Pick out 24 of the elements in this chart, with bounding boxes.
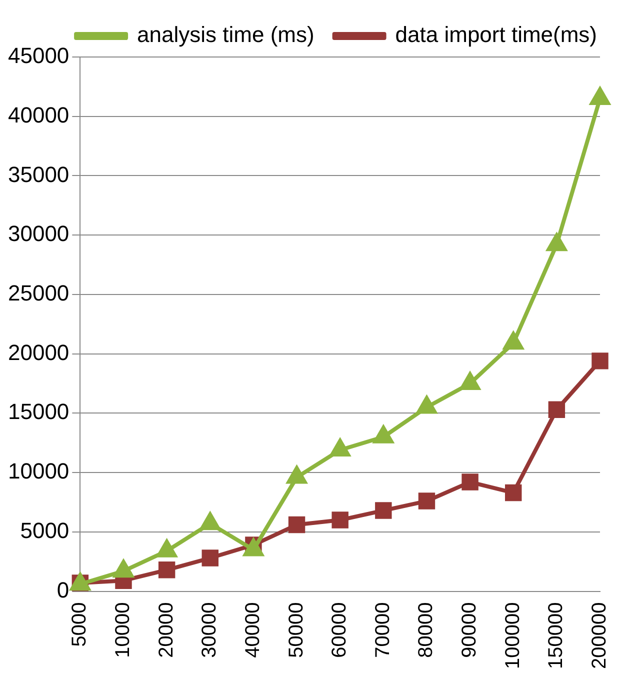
x-tick-label: 70000 xyxy=(372,602,394,658)
y-tick-label: 15000 xyxy=(8,399,70,424)
x-tick-label: 50000 xyxy=(285,602,308,658)
y-tick-label: 20000 xyxy=(8,340,70,365)
y-tick-label: 45000 xyxy=(8,43,70,68)
y-tick-label: 5000 xyxy=(20,518,70,543)
y-tick-label: 10000 xyxy=(8,458,70,484)
x-tick-label: 200000 xyxy=(588,602,611,670)
legend-label: analysis time (ms) xyxy=(137,22,314,48)
x-tick-label: 150000 xyxy=(545,602,568,670)
x-tick-label: 90000 xyxy=(458,602,481,658)
x-tick-label: 40000 xyxy=(242,602,264,658)
y-tick-label: 25000 xyxy=(8,280,70,306)
x-tick-label: 10000 xyxy=(112,602,134,658)
x-tick-label: 100000 xyxy=(502,602,524,670)
x-tick-label: 30000 xyxy=(198,602,221,658)
x-tick-label: 20000 xyxy=(155,602,178,658)
y-tick-label: 35000 xyxy=(8,162,70,187)
x-tick-label: 80000 xyxy=(415,602,438,658)
y-tick-label: 0 xyxy=(56,577,70,602)
y-tick-label: 40000 xyxy=(8,102,70,128)
legend-label: data import time(ms) xyxy=(395,22,598,48)
x-tick-label: 60000 xyxy=(328,602,351,658)
y-tick-label: 30000 xyxy=(8,221,70,246)
